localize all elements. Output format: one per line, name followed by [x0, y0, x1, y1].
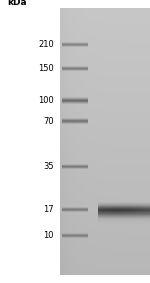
Text: 10: 10 — [44, 231, 54, 241]
Text: 70: 70 — [43, 117, 54, 126]
Text: kDa: kDa — [8, 0, 27, 7]
Text: 100: 100 — [38, 96, 54, 105]
Text: 17: 17 — [43, 205, 54, 214]
Text: 35: 35 — [43, 162, 54, 171]
Text: 210: 210 — [38, 40, 54, 49]
Text: 150: 150 — [38, 64, 54, 73]
